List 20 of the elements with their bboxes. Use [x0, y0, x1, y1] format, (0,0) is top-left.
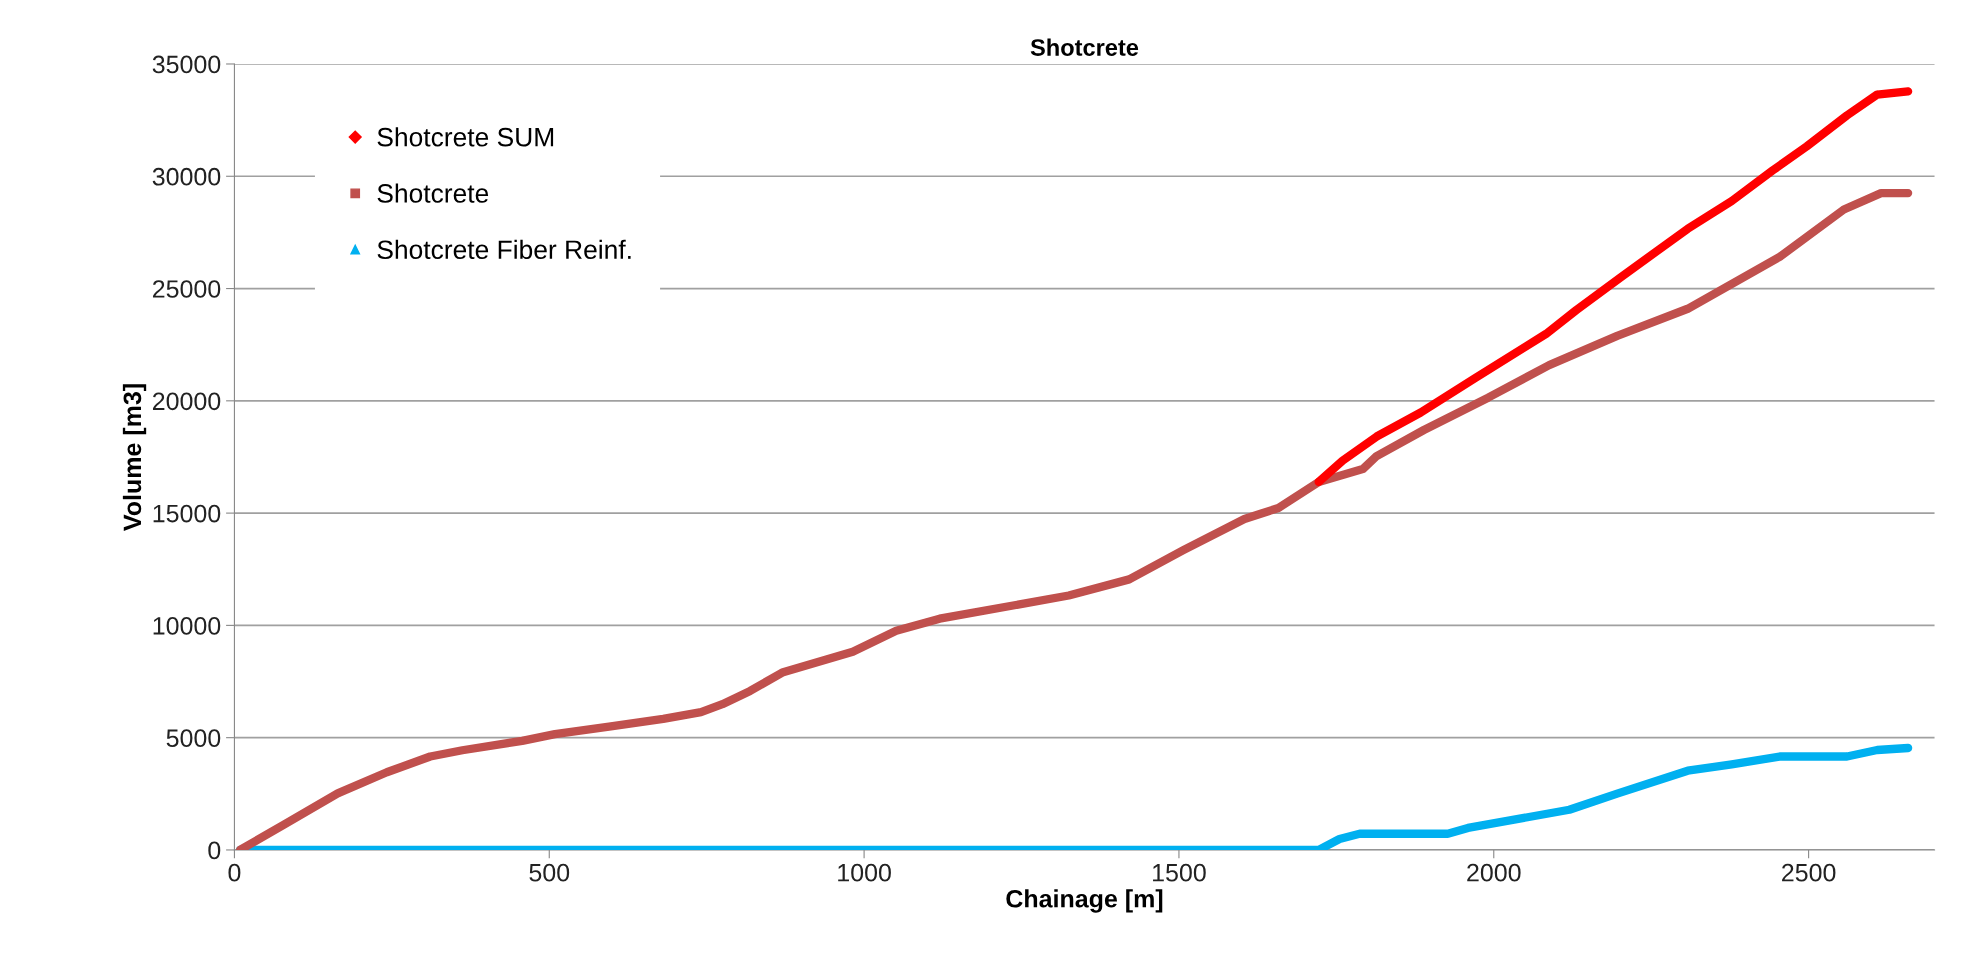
legend-label: Shotcrete [377, 183, 489, 203]
legend-label: Shotcrete SUM [377, 127, 554, 147]
x-tick-label: 2500 [1782, 863, 1836, 882]
y-tick-label: 30000 [152, 167, 221, 186]
legend-label: Shotcrete Fiber Reinf. [377, 239, 631, 260]
y-tick-label: 10000 [153, 616, 221, 635]
y-tick-label: 0 [208, 841, 221, 860]
x-tick-label: 2000 [1467, 863, 1521, 882]
y-tick-label: 20000 [152, 392, 221, 411]
x-tick-label: 1000 [838, 863, 891, 882]
x-axis-title: Chainage [m] [1006, 889, 1163, 913]
y-tick-label: 35000 [152, 55, 221, 74]
x-tick-label: 0 [228, 863, 241, 882]
x-tick-label: 500 [529, 863, 570, 882]
chart-title: Shotcrete [1030, 38, 1139, 56]
y-tick-label: 25000 [152, 280, 221, 298]
y-axis-title: Volume [m3] [122, 384, 147, 531]
x-tick-label: 1500 [1153, 863, 1206, 882]
y-tick-label: 5000 [166, 729, 221, 747]
y-tick-label: 15000 [153, 504, 221, 523]
